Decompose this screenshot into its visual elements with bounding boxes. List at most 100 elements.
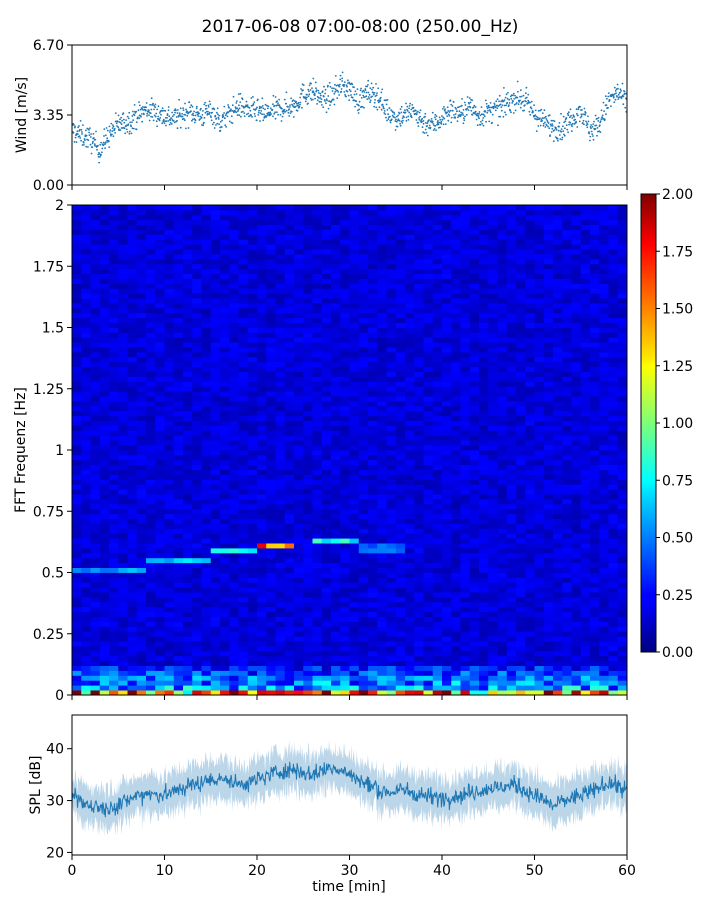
wind-data-point xyxy=(386,109,389,111)
spectrogram-cell xyxy=(321,425,332,431)
spectrogram-cell xyxy=(303,552,313,559)
wind-data-point xyxy=(394,116,396,119)
spectrogram-cell xyxy=(238,690,249,696)
wind-data-point xyxy=(545,124,548,127)
spectrogram-cell xyxy=(451,616,461,622)
spectrogram-cell xyxy=(136,611,147,617)
spectrogram-cell xyxy=(516,670,526,676)
figure-title: 2017-06-08 07:00-08:00 (250.00_Hz) xyxy=(202,17,519,37)
spectrogram-cell xyxy=(183,636,193,642)
spectrogram-cell xyxy=(72,650,82,657)
spectrogram-cell xyxy=(349,484,360,490)
wind-data-point xyxy=(174,111,177,114)
spectrogram-cell xyxy=(331,641,341,647)
spectrogram-cell xyxy=(571,420,582,426)
spectrogram-cell xyxy=(321,626,332,632)
wind-data-point xyxy=(85,129,87,132)
spectrogram-cell xyxy=(99,616,110,622)
spectrogram-cell xyxy=(220,548,230,554)
spectrogram-cell xyxy=(220,499,230,505)
spectrogram-cell xyxy=(386,665,397,671)
wind-data-point xyxy=(411,104,414,106)
spectrogram-cell xyxy=(118,636,128,642)
spectrogram-cell xyxy=(488,440,498,446)
wind-data-point xyxy=(406,110,409,112)
spectrogram-cell xyxy=(469,675,480,681)
spectrogram-cell xyxy=(136,430,147,436)
wind-data-point xyxy=(298,105,301,108)
spectrogram-cell xyxy=(294,474,304,480)
wind-data-point xyxy=(340,90,343,93)
wind-data-point xyxy=(488,106,491,109)
spectrogram-cell xyxy=(136,464,147,470)
spectrogram-cell xyxy=(571,606,582,613)
spectrogram-cell xyxy=(469,528,480,534)
spectrogram-cell xyxy=(525,577,535,583)
wind-data-point xyxy=(73,141,76,143)
spectrogram-cell xyxy=(423,552,434,559)
wind-data-point xyxy=(255,119,258,122)
spectrogram-cell xyxy=(543,562,554,568)
spectrogram-cell xyxy=(377,587,387,593)
spectrogram-cell xyxy=(220,464,230,470)
wind-data-point xyxy=(577,114,579,117)
spectrogram-cell xyxy=(136,435,147,441)
spectrogram-cell xyxy=(506,577,517,583)
spectrogram-cell xyxy=(238,557,249,564)
wind-data-point xyxy=(442,123,445,126)
spectrogram-cell xyxy=(617,464,628,470)
wind-data-point xyxy=(541,112,544,114)
spectrogram-cell xyxy=(81,660,91,666)
spectrogram-cell xyxy=(479,538,489,544)
spectrogram-cell xyxy=(81,533,91,539)
spectrogram-cell xyxy=(81,670,91,676)
spectrogram-cell xyxy=(432,415,443,421)
spectrogram-cell xyxy=(405,508,415,515)
spectrogram-cell xyxy=(81,459,91,466)
spectrogram-cell xyxy=(405,435,415,441)
spectrogram-cell xyxy=(118,567,128,573)
spectrogram-cell xyxy=(183,450,193,456)
spectrogram-cell xyxy=(146,552,156,559)
spectrogram-cell xyxy=(257,440,267,446)
spectrogram-cell xyxy=(303,675,313,681)
spectrogram-cell xyxy=(229,670,239,676)
spectrogram-cell xyxy=(164,543,175,549)
spectrogram-cell xyxy=(229,459,239,466)
spectrogram-cell xyxy=(497,548,508,554)
wind-data-point xyxy=(574,118,576,121)
spectrogram-cell xyxy=(220,562,230,568)
spectrogram-cell xyxy=(229,508,239,515)
spectrogram-cell xyxy=(580,420,591,426)
spectrogram-cell xyxy=(368,587,378,593)
spectrogram-cell xyxy=(534,597,545,603)
wind-data-point xyxy=(150,97,153,100)
wind-data-point xyxy=(328,81,331,84)
spectrogram-cell xyxy=(192,425,202,431)
spectrogram-cell xyxy=(525,489,535,495)
spectrogram-cell xyxy=(238,533,249,539)
wind-data-point xyxy=(111,130,114,133)
spectrogram-cell xyxy=(469,665,480,671)
spectrogram-cell xyxy=(173,597,184,603)
spectrogram-cell xyxy=(220,650,230,657)
spectrogram-cell xyxy=(294,670,304,676)
spectrogram-cell xyxy=(331,445,341,451)
spectrogram-cell xyxy=(553,582,563,588)
wind-data-point xyxy=(459,115,462,118)
wind-data-point xyxy=(527,99,530,102)
spectrogram-cell xyxy=(349,528,360,534)
wind-data-point xyxy=(122,112,125,115)
spectrogram-cell xyxy=(266,670,276,676)
spectrogram-cell xyxy=(275,675,286,681)
spectrogram-cell xyxy=(377,474,387,480)
spectrogram-cell xyxy=(312,557,323,564)
wind-data-point xyxy=(408,107,410,110)
wind-data-point xyxy=(156,125,159,128)
spectrogram-cell xyxy=(534,572,545,578)
wind-data-point xyxy=(200,107,202,110)
spectrogram-cell xyxy=(608,670,619,676)
spectrogram-cell xyxy=(229,641,239,647)
wind-data-point xyxy=(341,80,343,82)
wind-data-point xyxy=(73,124,75,126)
